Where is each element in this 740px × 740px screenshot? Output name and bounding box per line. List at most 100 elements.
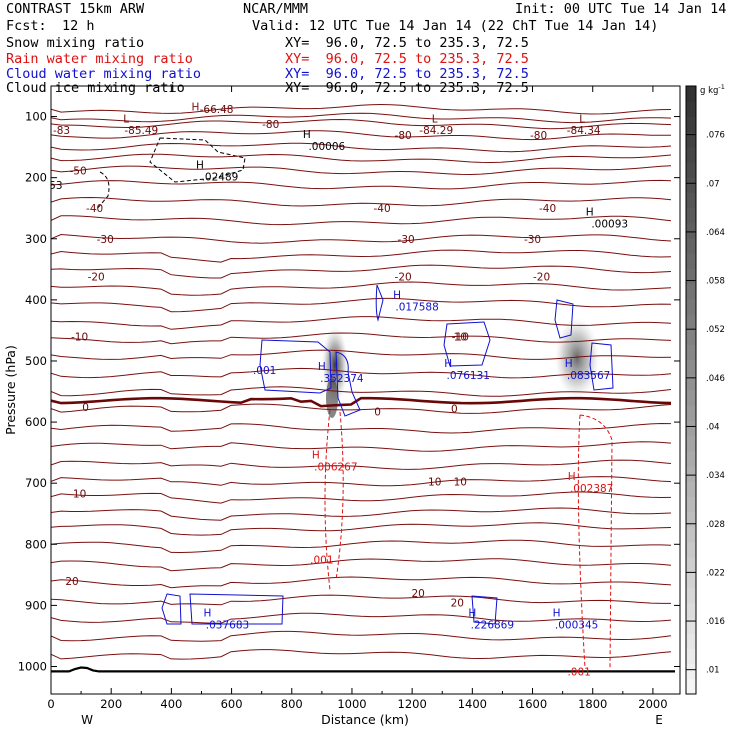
colorbar-tick-label: .04 (706, 422, 720, 432)
y-tick-label: 400 (25, 293, 47, 307)
isotherm-line (51, 264, 672, 279)
isotherm-line (51, 422, 672, 434)
isotherm-line (51, 118, 672, 130)
y-tick-label: 1000 (18, 660, 47, 674)
isotherm-label: -66.48 (200, 104, 234, 116)
snow-shading (322, 318, 599, 418)
high-marker: H (318, 361, 326, 373)
colorbar-segment (686, 481, 696, 497)
high-marker-value: .002387 (570, 483, 613, 495)
center-title: NCAR/MMM (243, 1, 309, 17)
colorbar-tick-label: .01 (706, 666, 720, 676)
x-tick-label: 400 (160, 697, 182, 711)
high-marker-value: .226869 (471, 619, 514, 631)
colorbar-segment (686, 648, 696, 665)
high-marker: H (312, 450, 320, 462)
colorbar-segment (686, 207, 696, 224)
snow-plume-east (555, 318, 599, 398)
plot-frame (50, 85, 681, 695)
fcst-value: 12 h (62, 18, 95, 34)
high-marker-value: .017588 (395, 302, 438, 314)
cloud-water-contour (443, 321, 491, 367)
x-tick-label: 1400 (458, 697, 487, 711)
isotherm-line (51, 649, 672, 660)
high-marker: H (565, 358, 573, 370)
colorbar-segment (686, 618, 696, 634)
colorbar-segment (686, 405, 696, 421)
isotherm-line (51, 441, 672, 452)
high-marker: H (553, 607, 561, 619)
isotherm-line (51, 153, 672, 164)
isotherm-label: -10 (452, 332, 469, 344)
x-axis: 0 200 400 600 800 1000 1200 1400 1600 1800 2000 (47, 86, 668, 711)
contour-features (95, 137, 614, 669)
isotherm-line (51, 281, 672, 296)
x-tick-label: 600 (221, 697, 243, 711)
field-xy-snow: XY= 96.0, 72.5 to 235.3, 72.5 (285, 35, 529, 51)
isotherm-line (51, 249, 672, 263)
high-marker-value: .00093 (591, 219, 628, 231)
field-xy-rain: XY= 96.0, 72.5 to 235.3, 72.5 (285, 51, 529, 67)
isotherm-line (51, 558, 672, 572)
isotherm-label: -80 (262, 119, 279, 131)
colorbar-frame (685, 85, 697, 695)
rain-water-contour (324, 409, 344, 591)
x-tick-label: 200 (100, 697, 122, 711)
y-tick-label: 600 (25, 415, 47, 429)
isotherm-line (51, 386, 672, 397)
low-marker: L (123, 113, 129, 125)
isotherm-line (51, 179, 672, 190)
isotherm-line (51, 476, 672, 487)
isotherm-line (51, 233, 672, 244)
isotherm-label: -30 (524, 234, 541, 246)
isotherm-label: -40 (86, 203, 103, 215)
x-tick-label: 2000 (638, 697, 667, 711)
colorbar-tick-label: .022 (706, 568, 725, 578)
isotherm-lines (51, 103, 675, 673)
isotherm-line (51, 196, 672, 207)
x-tick-label: 1600 (518, 697, 547, 711)
isotherm-label: 0 (451, 404, 458, 416)
y-tick-label: 300 (25, 232, 47, 246)
colorbar-segment (686, 374, 696, 391)
cloud-water-contour (554, 299, 574, 339)
isotherm-line (51, 459, 672, 470)
high-marker-value: .076131 (447, 370, 490, 382)
colorbar-segment (686, 633, 696, 649)
y-tick-label: 500 (25, 354, 47, 368)
low-marker: L (579, 113, 585, 125)
low-marker: L (432, 113, 438, 125)
high-marker-value: .000345 (555, 619, 598, 631)
colorbar-tick-label: .016 (706, 617, 725, 627)
colorbar-segment (686, 466, 696, 482)
colorbar-segment (686, 678, 696, 695)
colorbar-segment (686, 496, 696, 513)
colorbar-tick-label: .034 (706, 471, 725, 481)
isotherm-label: -84.29 (419, 125, 453, 137)
isotherm-line (51, 130, 672, 141)
cloud-water-contour (161, 593, 182, 625)
field-name-cloudwater: Cloud water mixing ratio (6, 66, 202, 82)
freezing-level-line (51, 396, 672, 408)
cloud-water-contour (589, 342, 614, 391)
colorbar-segment (686, 238, 696, 254)
contour-value-label: .001 (253, 365, 276, 377)
isotherm-label: 20 (65, 576, 78, 588)
valid-time: Valid: 12 UTC Tue 14 Jan 14 (22 ChT Tue … (252, 18, 659, 34)
colorbar-segment (686, 329, 696, 345)
isotherm-label: -50 (70, 165, 87, 177)
init-time: Init: 00 UTC Tue 14 Jan 14 (515, 1, 727, 17)
colorbar-tick-label: .064 (706, 228, 725, 238)
cloud-water-contour (259, 339, 332, 394)
isotherm-label: -20 (88, 272, 105, 284)
colorbar-segment (686, 587, 696, 604)
isotherm-label: 10 (73, 489, 86, 501)
isotherm-line (51, 507, 672, 521)
high-marker-value: .352374 (320, 373, 364, 385)
colorbar-tick-label: .046 (706, 374, 725, 384)
cloud-water-contour (471, 595, 498, 625)
isotherm-label: 20 (411, 588, 424, 600)
contour-value-label: .001 (310, 555, 333, 567)
colorbar-segment (686, 162, 696, 178)
isotherm-line (51, 522, 672, 536)
